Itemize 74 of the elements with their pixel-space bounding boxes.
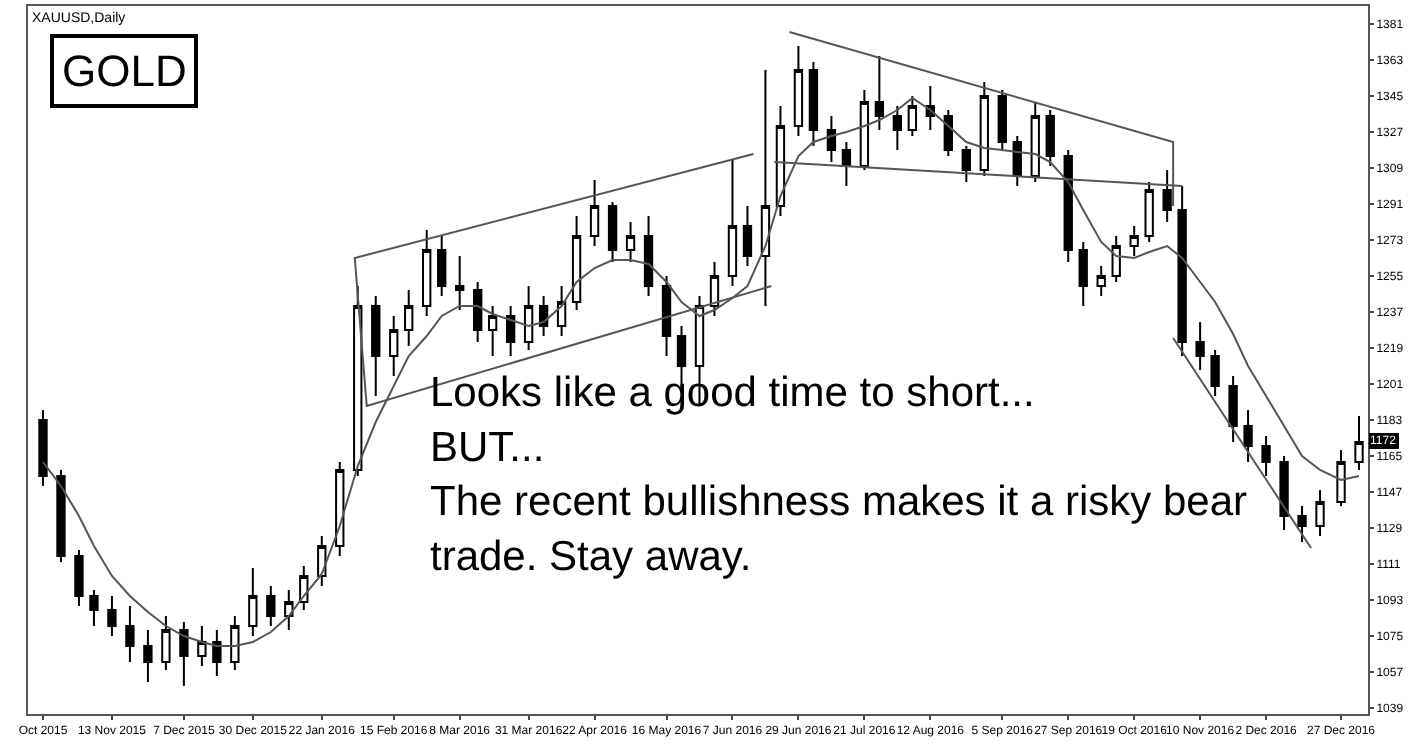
candlestick [212,629,222,677]
candlestick [979,81,989,177]
candlestick [505,305,516,357]
candlestick [859,89,870,171]
candlestick [1261,435,1271,477]
candlestick [709,261,720,317]
candlestick [143,629,153,683]
candlestick [643,215,654,297]
candlestick [571,215,582,311]
candlestick [455,255,465,311]
candlestick [404,289,414,347]
candlestick [179,621,189,687]
candlestick [874,55,885,131]
candlestick [826,115,837,163]
candlestick [1210,349,1220,397]
candlestick [38,409,48,487]
line-series [41,97,1360,647]
candlestick [1177,185,1187,357]
candlestick [943,109,953,157]
candlestick [793,45,804,137]
candlestick [335,461,345,557]
candlestick [1279,455,1289,531]
candlestick [89,589,99,627]
candlestick [523,285,534,351]
candlestick [197,625,207,667]
candlestick [248,567,258,637]
candlestick [892,105,903,151]
candlestick [266,585,276,627]
candlestick [1045,109,1055,167]
candlestick [1162,169,1172,223]
candlestick [1144,181,1154,243]
candlestick [1030,101,1040,183]
candlestick [371,295,381,397]
candlestick [422,229,432,317]
candlestick [1063,149,1073,263]
candlestick [727,159,738,287]
candlestick [625,221,636,263]
candlestick [1078,241,1088,307]
candlestick [556,285,567,337]
candlestick [538,295,549,337]
candlestick [1336,449,1346,507]
candlestick [589,179,600,247]
candlestick [161,615,171,671]
candlestick [808,61,819,147]
candlestick [389,315,399,377]
candlestick [1111,235,1121,283]
candlestick [473,281,483,343]
candlestick [1297,505,1307,543]
candlestick [1354,415,1364,471]
candlestick [907,95,918,137]
candlestick [74,549,84,607]
candlestick [841,141,852,187]
candlestick [961,145,971,183]
candlestick [437,235,447,297]
candlestick [1243,409,1253,463]
candlestick [107,595,117,637]
candlestick [230,615,240,671]
candlestick [742,205,753,267]
candlestick [1228,375,1238,443]
candlestick [56,469,66,563]
candlestick [760,69,771,307]
candlestick [125,605,135,663]
candlestick [487,305,498,357]
candlestick [1129,225,1139,257]
candlestick [1315,489,1325,537]
candlestick [997,89,1007,151]
candlestick [284,589,294,631]
candlestick [607,201,618,263]
candlestick [775,105,786,217]
candlestick [299,565,309,611]
candlestick [1195,321,1205,371]
candlestick [1096,265,1106,297]
text: GOLD [62,46,187,96]
candlestick [661,275,672,357]
